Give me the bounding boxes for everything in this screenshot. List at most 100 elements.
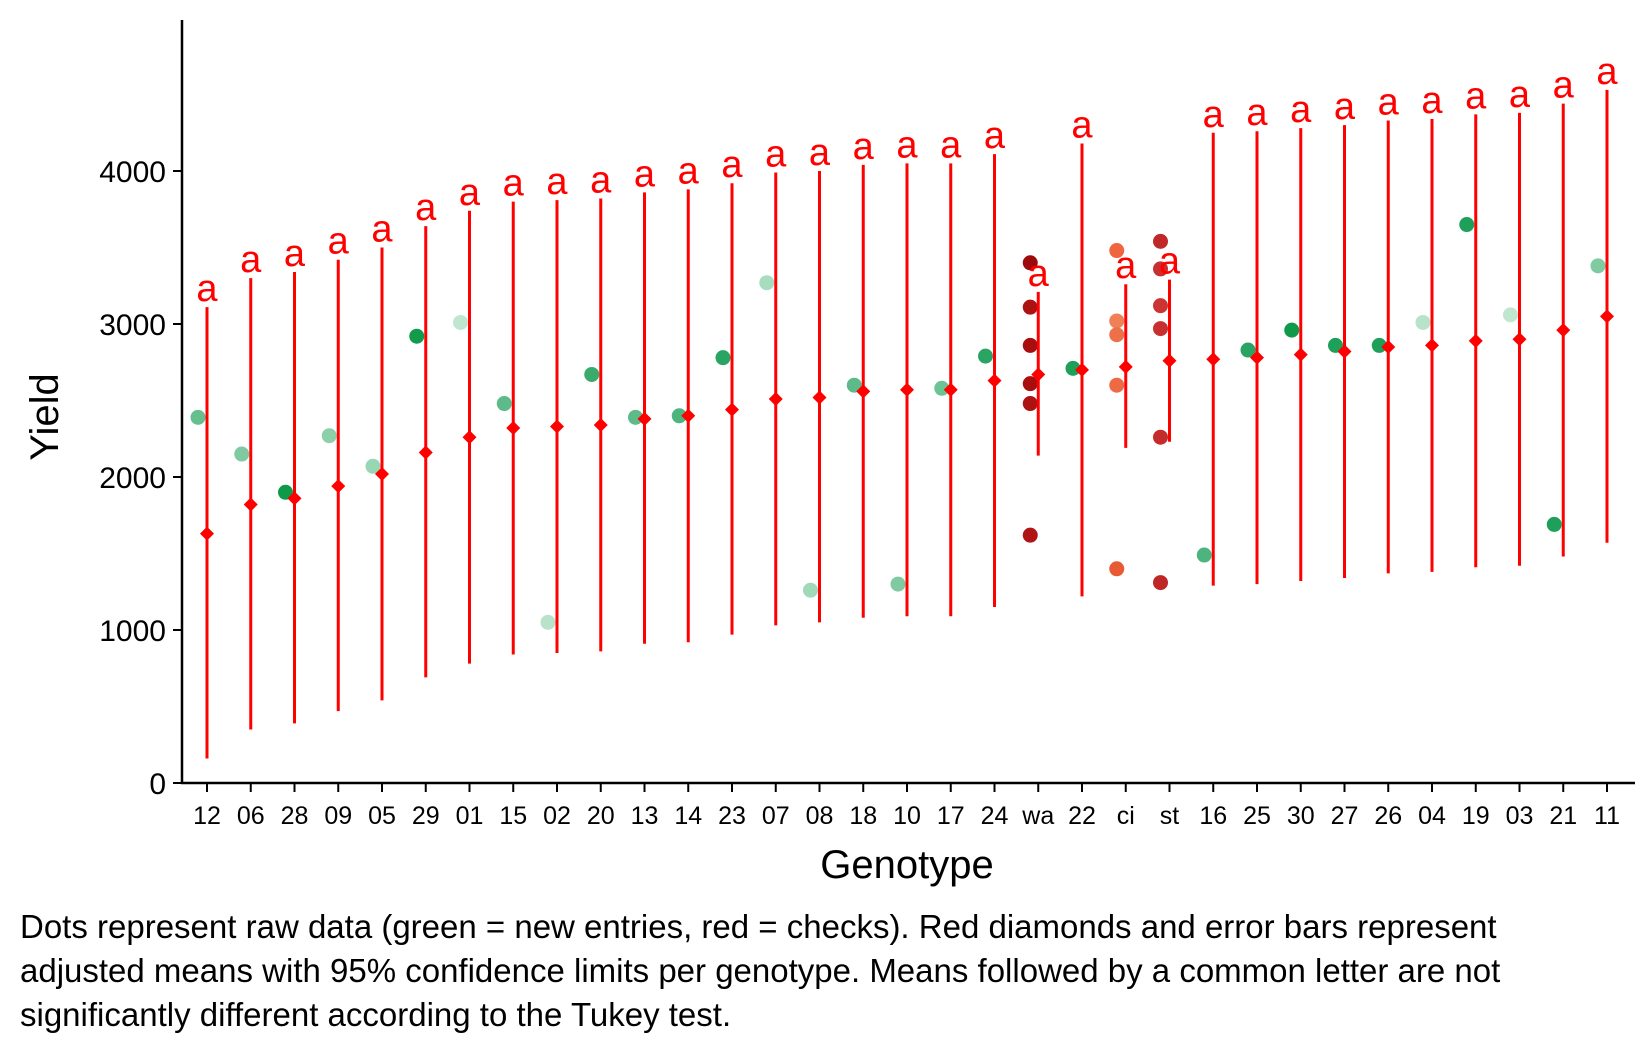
raw-point bbox=[1153, 429, 1168, 445]
raw-point bbox=[1109, 327, 1125, 343]
raw-point bbox=[1546, 516, 1562, 532]
x-tick-label: 26 bbox=[1374, 802, 1402, 830]
mean-diamond bbox=[1293, 347, 1308, 362]
x-tick-label: 07 bbox=[762, 802, 790, 830]
tukey-letter: a bbox=[984, 115, 1006, 157]
x-tick-label: 06 bbox=[237, 802, 265, 830]
raw-point bbox=[1415, 314, 1431, 330]
tukey-letter: a bbox=[590, 160, 612, 202]
tukey-letter: a bbox=[240, 239, 262, 281]
raw-point bbox=[1153, 298, 1168, 314]
x-tick-label: 03 bbox=[1506, 802, 1534, 830]
raw-point bbox=[1022, 337, 1038, 353]
raw-point bbox=[1459, 217, 1475, 233]
x-tick-label: 25 bbox=[1243, 802, 1271, 830]
x-tick-label: 21 bbox=[1549, 802, 1577, 830]
chart: 0 1000 2000 3000 4000 12 06 28 09 05 29 01 15 02 20 13 1… bbox=[23, 20, 1635, 887]
mean-diamond bbox=[1118, 359, 1133, 374]
tukey-letter: a bbox=[1465, 75, 1487, 117]
tukey-letter: a bbox=[1421, 80, 1443, 122]
raw-point bbox=[496, 396, 512, 412]
raw-point bbox=[1109, 561, 1125, 577]
tukey-letter: a bbox=[1378, 82, 1400, 124]
mean-diamond bbox=[1162, 353, 1177, 368]
mean-diamond bbox=[1425, 338, 1439, 353]
x-tick-label: 02 bbox=[543, 802, 571, 830]
x-tick-label: 04 bbox=[1418, 802, 1446, 830]
mean-diamond bbox=[462, 430, 477, 445]
raw-point bbox=[715, 350, 731, 366]
mean-diamond bbox=[331, 479, 346, 494]
x-tick-label: 14 bbox=[674, 802, 702, 830]
y-tick-label: 3000 bbox=[99, 309, 166, 342]
mean-diamond bbox=[1250, 350, 1264, 365]
raw-point bbox=[278, 484, 293, 500]
raw-point bbox=[1503, 307, 1518, 323]
x-tick-label: 16 bbox=[1199, 802, 1227, 830]
raw-point bbox=[1022, 396, 1038, 412]
raw-point bbox=[1022, 527, 1038, 543]
tukey-letter: a bbox=[1246, 92, 1268, 134]
mean-diamond bbox=[1031, 367, 1046, 382]
raw-point bbox=[1371, 337, 1387, 353]
x-tick-label: 01 bbox=[456, 802, 484, 830]
raw-point bbox=[1065, 360, 1081, 376]
x-tick-label: 13 bbox=[631, 802, 659, 830]
raw-point bbox=[978, 348, 993, 364]
tukey-letter: a bbox=[1159, 241, 1181, 283]
tukey-letter: a bbox=[284, 233, 306, 275]
tukey-letter: a bbox=[1115, 245, 1137, 287]
raw-point bbox=[1284, 322, 1300, 338]
mean-diamond bbox=[1600, 309, 1614, 324]
x-tick-label: 12 bbox=[193, 802, 221, 830]
tukey-letter: a bbox=[503, 163, 525, 205]
tukey-letter: a bbox=[1203, 94, 1225, 136]
x-tick-label: 18 bbox=[849, 802, 877, 830]
x-tick-label: wa bbox=[1021, 802, 1054, 830]
raw-point bbox=[1196, 547, 1212, 563]
tukey-letter: a bbox=[634, 153, 656, 195]
mean-diamond bbox=[812, 390, 827, 405]
x-tick-label: 24 bbox=[981, 802, 1009, 830]
mean-diamond bbox=[243, 497, 258, 512]
x-tick-label: 10 bbox=[893, 802, 921, 830]
y-axis-title: Yield bbox=[23, 373, 67, 460]
raw-point bbox=[1109, 377, 1125, 393]
mean-diamond bbox=[1512, 332, 1527, 347]
mean-diamond bbox=[418, 445, 433, 460]
raw-point bbox=[409, 328, 425, 344]
tukey-letter: a bbox=[459, 172, 481, 214]
raw-point bbox=[584, 366, 600, 382]
raw-point bbox=[846, 377, 862, 393]
raw-point bbox=[540, 614, 556, 630]
raw-point bbox=[1022, 299, 1038, 315]
y-tick-label: 1000 bbox=[99, 615, 166, 648]
raw-point bbox=[1153, 575, 1168, 591]
tukey-letter: a bbox=[546, 161, 568, 203]
mean-markers bbox=[200, 309, 1614, 541]
raw-point bbox=[803, 582, 818, 598]
y-tick-label: 4000 bbox=[99, 156, 166, 189]
raw-point bbox=[1022, 255, 1038, 271]
mean-diamond bbox=[593, 417, 608, 432]
tukey-letter: a bbox=[678, 150, 700, 192]
raw-point bbox=[1153, 233, 1168, 249]
raw-point bbox=[628, 409, 643, 425]
raw-point bbox=[234, 446, 250, 462]
mean-diamond bbox=[506, 421, 521, 436]
tukey-letter: a bbox=[415, 187, 437, 229]
mean-diamond bbox=[1075, 362, 1089, 377]
mean-diamond bbox=[1206, 352, 1221, 367]
tukey-letter: a bbox=[765, 134, 787, 176]
raw-points bbox=[190, 217, 1606, 630]
mean-diamond bbox=[1468, 333, 1483, 348]
tukey-letter: a bbox=[1290, 89, 1312, 131]
tukey-letter: a bbox=[1334, 86, 1356, 128]
x-tick-label: 27 bbox=[1331, 802, 1359, 830]
x-tick-label: 11 bbox=[1594, 802, 1620, 830]
tukey-letter: a bbox=[1596, 51, 1618, 93]
raw-point bbox=[1109, 313, 1125, 329]
raw-point bbox=[890, 576, 906, 592]
raw-point bbox=[1153, 261, 1168, 277]
tukey-letter: a bbox=[809, 132, 831, 174]
